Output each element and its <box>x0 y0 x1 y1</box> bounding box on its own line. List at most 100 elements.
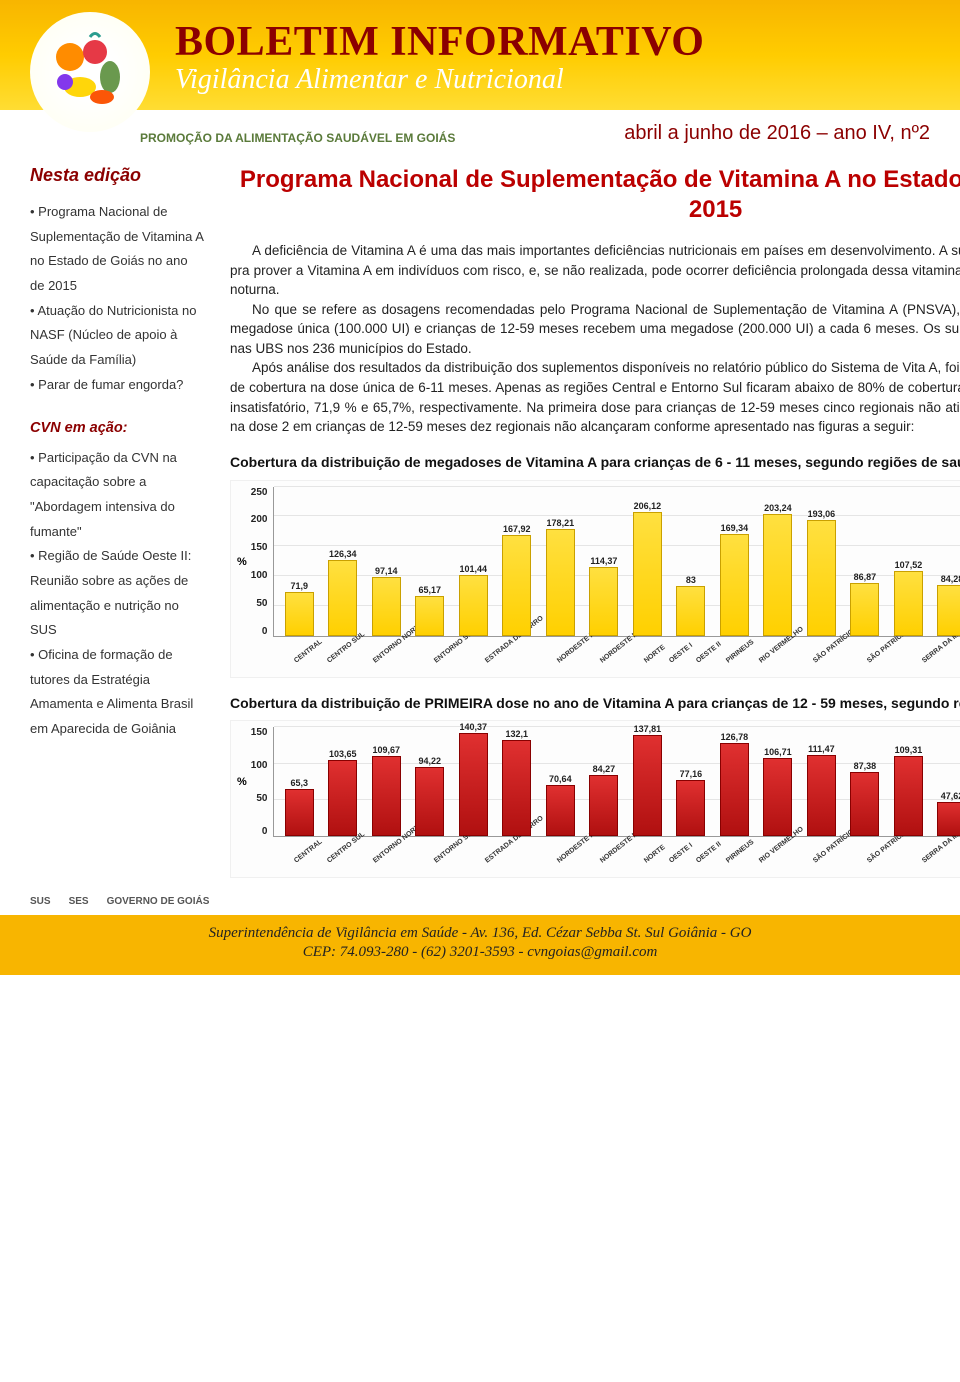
bar-column: 84,27 <box>583 764 625 837</box>
article-p3: Após análise dos resultados da distribui… <box>230 358 960 436</box>
chart1: % 250200150100500 71,9126,3497,1465,1710… <box>230 480 960 678</box>
bar-value-label: 109,31 <box>895 745 923 755</box>
chart1-ylabel: % <box>237 556 247 568</box>
bar-column: 109,67 <box>366 745 408 836</box>
x-label: NORDESTE II <box>599 631 644 671</box>
bar-column: 126,34 <box>322 549 364 636</box>
bar <box>328 560 357 636</box>
bar <box>589 775 618 837</box>
x-label: PIRINEUS <box>725 839 761 872</box>
bar-value-label: 178,21 <box>547 518 575 528</box>
main-title: BOLETIM INFORMATIVO <box>175 18 704 66</box>
ytick: 100 <box>251 760 268 771</box>
bar-value-label: 65,3 <box>290 778 308 788</box>
bar <box>546 785 575 837</box>
footer-line2: CEP: 74.093-280 - (62) 3201-3593 - cvngo… <box>20 944 940 961</box>
bar-column: 109,31 <box>888 745 930 836</box>
bar-column: 140,37 <box>453 722 495 836</box>
bar-column: 84,28 <box>931 574 960 636</box>
sidebar-section2-title: CVN em ação: <box>30 420 205 436</box>
footer-logo: SES <box>69 896 89 907</box>
bar <box>894 756 923 836</box>
bar <box>894 571 923 636</box>
chart2-ylabel: % <box>237 776 247 788</box>
bar-column: 106,71 <box>757 747 799 836</box>
bar-column: 137,81 <box>627 724 669 836</box>
x-label: NORDESTE II <box>599 832 644 872</box>
x-label: OESTE I <box>668 842 700 872</box>
x-label: OESTE II <box>695 640 728 671</box>
sidebar-item: • Oficina de formação de tutores da Estr… <box>30 643 205 742</box>
x-label: CENTRAL <box>293 839 329 872</box>
bar-column: 132,1 <box>496 729 538 837</box>
footer-logo: GOVERNO DE GOIÁS <box>107 896 210 907</box>
article-p1: A deficiência de Vitamina A é uma das ma… <box>230 241 960 300</box>
bar-value-label: 137,81 <box>634 724 662 734</box>
chart1-title: Cobertura da distribuição de megadoses d… <box>230 453 960 472</box>
bar-value-label: 86,87 <box>854 572 877 582</box>
ytick: 0 <box>262 626 268 637</box>
bar-value-label: 94,22 <box>419 756 442 766</box>
sidebar-item: • Região de Saúde Oeste II: Reunião sobr… <box>30 544 205 643</box>
bar <box>676 586 705 636</box>
bar-value-label: 77,16 <box>680 769 703 779</box>
bar-column: 83 <box>670 575 712 636</box>
bar-column: 167,92 <box>496 524 538 636</box>
x-label: CENTRO SUL <box>326 631 372 672</box>
article-title: Programa Nacional de Suplementação de Vi… <box>230 165 960 225</box>
bar <box>633 512 662 636</box>
sidebar-title: Nesta edição <box>30 165 205 186</box>
x-label: CENTRO SUL <box>326 831 372 872</box>
bar-value-label: 114,37 <box>590 556 617 566</box>
x-label: NORDESTE I <box>556 833 600 872</box>
bar <box>372 577 401 635</box>
bar-column: 47,62 <box>931 791 960 837</box>
bar-value-label: 132,1 <box>506 729 529 739</box>
main-column: Programa Nacional de Suplementação de Vi… <box>230 165 960 878</box>
bar <box>937 802 960 837</box>
bar-column: 169,34 <box>714 523 756 636</box>
bar <box>763 758 792 836</box>
bar-value-label: 106,71 <box>764 747 792 757</box>
bar-column: 178,21 <box>540 518 582 636</box>
bar <box>589 567 618 636</box>
bar-column: 203,24 <box>757 503 799 636</box>
bar <box>546 529 575 636</box>
footer-logos: SUSSESGOVERNO DE GOIÁS <box>0 888 960 915</box>
x-label: OESTE I <box>668 642 700 672</box>
bar-value-label: 140,37 <box>460 722 488 732</box>
ytick: 50 <box>256 598 267 609</box>
page-footer: Superintendência de Vigilância em Saúde … <box>0 915 960 975</box>
bar <box>937 585 960 636</box>
ytick: 150 <box>251 727 268 738</box>
bar-column: 94,22 <box>409 756 451 836</box>
ytick: 150 <box>251 542 268 553</box>
date-line: abril a junho de 2016 – ano IV, nº2 <box>624 122 930 145</box>
bar-column: 126,78 <box>714 732 756 836</box>
article-p2: No que se refere as dosagens recomendada… <box>230 300 960 359</box>
ytick: 50 <box>256 793 267 804</box>
bar-value-label: 107,52 <box>895 560 923 570</box>
bar-value-label: 206,12 <box>634 501 662 511</box>
bar <box>415 596 444 635</box>
bar <box>415 767 444 836</box>
chart1-yaxis: 250200150100500 <box>251 487 274 637</box>
ytick: 200 <box>251 514 268 525</box>
footer-line1: Superintendência de Vigilância em Saúde … <box>20 925 940 942</box>
bar-column: 70,64 <box>540 774 582 837</box>
ytick: 0 <box>262 826 268 837</box>
x-label: CENTRAL <box>293 638 329 671</box>
bar <box>633 735 662 836</box>
x-label: OESTE II <box>695 841 728 872</box>
bar-value-label: 71,9 <box>290 581 308 591</box>
bar <box>763 514 792 636</box>
bar <box>285 789 314 837</box>
bar-value-label: 126,78 <box>721 732 749 742</box>
fruits-icon <box>40 22 140 122</box>
sub-header: PROMOÇÃO DA ALIMENTAÇÃO SAUDÁVEL EM GOIÁ… <box>0 114 960 145</box>
bar-column: 65,3 <box>278 778 320 837</box>
bar-value-label: 203,24 <box>764 503 792 513</box>
bar-value-label: 111,47 <box>808 744 835 754</box>
bar-value-label: 47,62 <box>941 791 960 801</box>
page-header: BOLETIM INFORMATIVO Vigilância Alimentar… <box>0 0 960 114</box>
